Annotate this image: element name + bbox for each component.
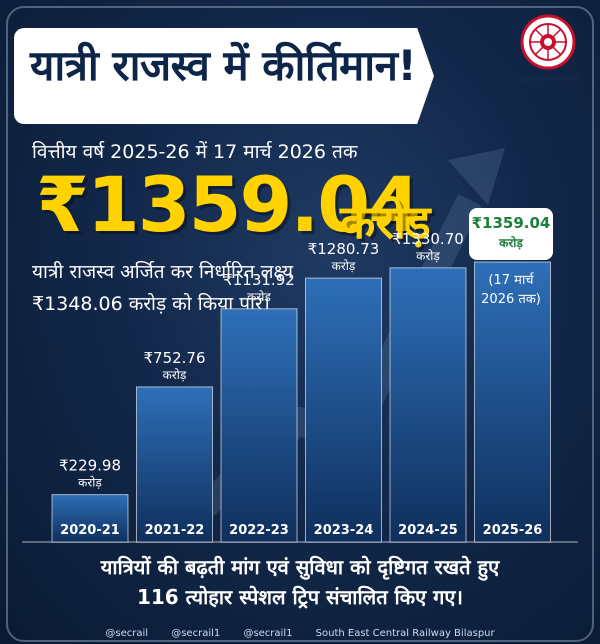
bar-2023-24 [305,277,382,543]
description-line-2: ₹1348.06 करोड़ को किया पार। [32,293,270,316]
latest-value: ₹1359.04 [471,214,551,232]
category-label-2020-21: 2020-21 [60,523,120,538]
value-unit-2023-24: करोड़ [332,259,356,273]
category-label-2025-26: 2025-26 [483,523,543,538]
latest-bar-note: (17 मार्च 2026 तक) [481,273,541,307]
value-label-2021-22: ₹752.76 [143,349,205,367]
logo-caption: दक्षिण पूर्व मध्य रेलवे [517,75,579,84]
social-handle-3[interactable]: @secrail1 [243,628,293,639]
footer-line-2: 116 त्योहार स्पेशल ट्रिप संचालित किए गए। [136,585,464,609]
value-label-2020-21: ₹229.98 [59,457,121,475]
bar-2020-21 [51,494,129,543]
header-banner [14,28,434,124]
footer-message: यात्रियों की बढ़ती मांग एवं सुविधा को दृ… [0,552,600,612]
category-label-2022-23: 2022-23 [229,523,289,538]
value-unit-2022-23: करोड़ [247,290,271,304]
headline-amount-unit: करोड़ [340,195,431,249]
value-unit-2021-22: करोड़ [163,368,187,382]
description-line-1: यात्री राजस्व अर्जित कर निर्धारित लक्ष्य [32,261,293,283]
bar-2025-26 [474,261,551,543]
value-label-2022-23: ₹1131.92 [223,271,295,289]
target-description: यात्री राजस्व अर्जित कर निर्धारित लक्ष्य… [32,256,352,321]
latest-value-badge: ₹1359.04 करोड़ [469,208,553,260]
railway-logo: दक्षिण पूर्व मध्य रेलवे [508,14,588,104]
fiscal-period-subtitle: वित्तीय वर्ष 2025-26 में 17 मार्च 2026 त… [32,141,358,163]
social-handle-1[interactable]: @secrail [105,628,149,639]
page-title: यात्री राजस्व में कीर्तिमान! [30,41,417,90]
indian-railways-logo-icon [520,14,576,70]
latest-value-unit: करोड़ [499,236,523,250]
value-unit-2024-25: करोड़ [416,249,440,263]
bar-2021-22 [136,386,213,543]
value-label-2023-24: ₹1280.73 [308,240,380,258]
social-handle-2[interactable]: @secrail1 [171,628,221,639]
headline-amount: ₹1359.04 [36,160,421,249]
category-label-2024-25: 2024-25 [398,523,458,538]
category-label-2023-24: 2023-24 [314,523,374,538]
category-label-2021-22: 2021-22 [145,523,205,538]
social-links: @secrail @secrail1 @secrail1 South East … [0,628,600,644]
value-unit-2020-21: करोड़ [78,476,102,490]
value-label-2024-25: ₹1330.70 [392,230,464,248]
footer-line-1: यात्रियों की बढ़ती मांग एवं सुविधा को दृ… [100,555,500,579]
social-handle-4[interactable]: South East Central Railway Bilaspur [315,628,495,639]
bar-2024-25 [389,267,467,543]
bar-2022-23 [220,308,298,543]
